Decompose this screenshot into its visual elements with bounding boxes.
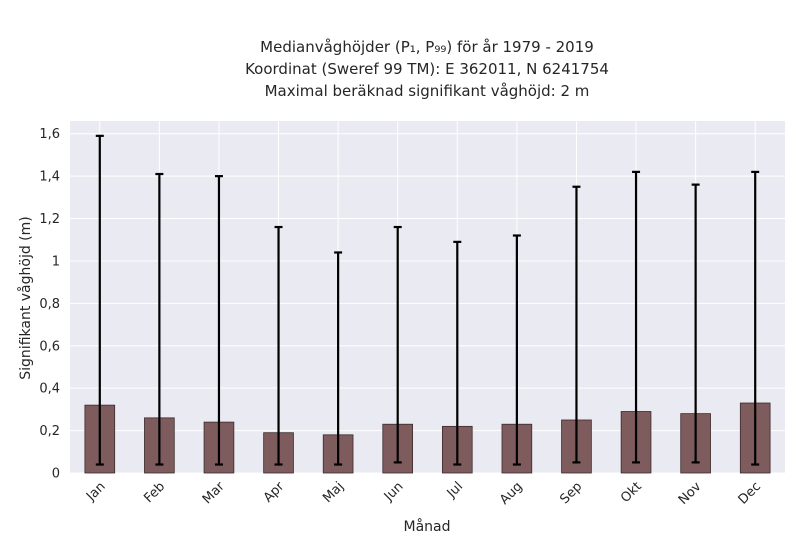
x-tick-label: Feb — [141, 479, 168, 506]
y-tick-label: 1,4 — [39, 170, 60, 185]
error-bar-dec — [751, 170, 760, 466]
error-bar-feb — [155, 172, 164, 466]
y-axis-label: Signifikant våghöjd (m) — [17, 216, 34, 379]
x-tick-label: Sep — [557, 479, 585, 507]
x-axis-label: Månad — [404, 518, 451, 535]
x-tick-label: Aug — [497, 479, 526, 508]
y-tick-label: 1 — [52, 254, 60, 269]
error-bar-jun — [393, 225, 402, 464]
chart-title-line-1: Medianvåghöjder (P₁, P₉₉) för år 1979 - … — [260, 38, 594, 56]
x-tick-label: Okt — [618, 479, 645, 506]
y-axis-ticks: 0 0,2 0,4 0,6 0,8 1 1,2 1,4 1,6 — [39, 127, 60, 481]
y-tick-label: 0,2 — [39, 424, 60, 439]
error-bar-aug — [512, 234, 521, 466]
x-tick-label: Jun — [381, 479, 407, 505]
error-bar-jul — [453, 240, 462, 466]
y-tick-label: 0,4 — [39, 382, 60, 397]
x-tick-label: Mar — [200, 479, 228, 507]
error-bars — [95, 134, 760, 466]
x-tick-label: Nov — [676, 479, 705, 508]
error-bar-jan — [95, 134, 104, 466]
x-tick-label: Apr — [261, 479, 288, 506]
y-tick-label: 0 — [52, 467, 60, 482]
error-bar-apr — [274, 225, 283, 466]
chart-title-line-2: Koordinat (Sweref 99 TM): E 362011, N 62… — [245, 60, 609, 78]
y-tick-label: 0,8 — [39, 297, 60, 312]
plot-area — [70, 121, 785, 473]
error-bar-sep — [572, 185, 581, 464]
error-bar-okt — [632, 170, 641, 464]
y-tick-label: 1,2 — [39, 212, 60, 227]
chart-title-line-3: Maximal beräknad signifikant våghöjd: 2 … — [265, 82, 590, 100]
error-bar-nov — [691, 183, 700, 464]
x-tick-label: Maj — [320, 479, 347, 506]
x-tick-label: Dec — [736, 479, 764, 507]
x-axis-ticks: Jan Feb Mar Apr Maj Jun Jul Aug Sep Okt Nov Dec — [83, 479, 764, 508]
error-bar-maj — [334, 251, 343, 466]
chart-title: Medianvåghöjder (P₁, P₉₉) för år 1979 - … — [245, 38, 609, 100]
x-tick-label: Jul — [444, 479, 466, 501]
y-tick-label: 0,6 — [39, 339, 60, 354]
error-bar-mar — [214, 175, 223, 466]
x-tick-label: Jan — [83, 479, 108, 504]
y-tick-label: 1,6 — [39, 127, 60, 142]
